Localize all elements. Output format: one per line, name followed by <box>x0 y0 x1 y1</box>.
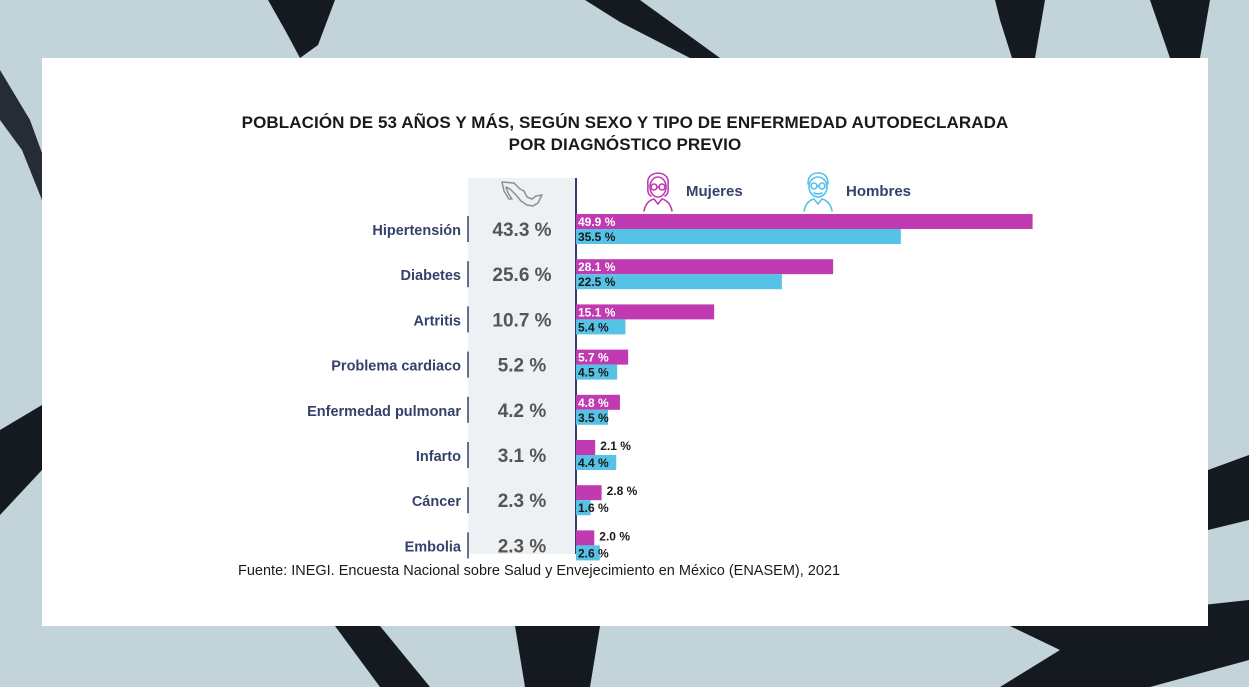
category-label: Hipertensión <box>372 223 461 239</box>
data-label-mujeres: 15.1 % <box>578 305 616 319</box>
man-icon <box>803 172 833 212</box>
data-label-hombres: 4.4 % <box>578 456 609 470</box>
bar-mujeres <box>576 485 602 501</box>
total-value-label: 25.6 % <box>492 265 551 286</box>
total-value-label: 3.1 % <box>498 446 547 467</box>
bar-mujeres <box>576 304 715 320</box>
category-label: Cáncer <box>412 494 462 510</box>
category-label: Embolia <box>405 539 462 555</box>
chart-title-line-2: POR DIAGNÓSTICO PREVIO <box>508 135 742 154</box>
category-label: Problema cardiaco <box>331 359 461 375</box>
chart-title: POBLACIÓN DE 53 AÑOS Y MÁS, SEGÚN SEXO Y… <box>42 112 1208 156</box>
total-value-label: 2.3 % <box>498 491 547 512</box>
bar-hombres <box>576 274 782 290</box>
data-label-mujeres: 2.0 % <box>599 529 630 543</box>
data-label-hombres: 5.4 % <box>578 320 609 334</box>
woman-icon <box>643 172 673 212</box>
total-value-label: 2.3 % <box>498 536 547 557</box>
legend-label-hombres: Hombres <box>846 182 912 200</box>
bar-mujeres <box>576 440 596 455</box>
bar-hombres <box>576 500 591 516</box>
bar-mujeres <box>576 259 834 275</box>
bar-hombres <box>576 409 609 425</box>
total-value-label: 5.2 % <box>498 356 547 377</box>
total-value-label: 43.3 % <box>492 220 551 241</box>
data-label-mujeres: 4.8 % <box>578 396 609 410</box>
data-label-mujeres: 49.9 % <box>578 215 616 229</box>
data-label-hombres: 35.5 % <box>578 230 616 244</box>
bar-hombres <box>576 545 600 561</box>
data-label-mujeres: 2.8 % <box>607 484 638 498</box>
chart-title-line-1: POBLACIÓN DE 53 AÑOS Y MÁS, SEGÚN SEXO Y… <box>241 113 1009 132</box>
total-column-background <box>468 178 575 554</box>
bar-chart: Hipertensión 43.3 % 49.9 %35.5 % Diabetes 25… <box>307 214 1033 561</box>
data-label-hombres: 22.5 % <box>578 275 616 289</box>
bar-hombres <box>576 229 901 244</box>
legend-hombres: Hombres <box>798 170 911 212</box>
bars-axis-line <box>575 178 577 554</box>
data-label-mujeres: 5.7 % <box>578 351 609 365</box>
data-label-hombres: 1.6 % <box>578 501 609 515</box>
category-label: Diabetes <box>401 268 461 284</box>
source-note: Fuente: INEGI. Encuesta Nacional sobre S… <box>238 563 841 579</box>
data-label-hombres: 4.5 % <box>578 366 609 380</box>
data-label-mujeres: 28.1 % <box>578 260 616 274</box>
chart-card: POBLACIÓN DE 53 AÑOS Y MÁS, SEGÚN SEXO Y… <box>42 58 1208 626</box>
bar-mujeres <box>576 214 1033 229</box>
legend-mujeres: Mujeres <box>638 170 743 212</box>
legend-label-mujeres: Mujeres <box>686 182 743 200</box>
bar-mujeres <box>576 530 595 546</box>
mexico-map-icon <box>501 181 543 207</box>
category-label: Artritis <box>413 313 461 329</box>
bar-hombres <box>576 455 617 470</box>
data-label-hombres: 3.5 % <box>578 411 609 425</box>
bar-mujeres <box>576 394 620 410</box>
bar-mujeres <box>576 349 629 365</box>
bar-hombres <box>576 364 618 380</box>
data-label-hombres: 2.6 % <box>578 546 609 560</box>
data-label-mujeres: 2.1 % <box>600 439 631 453</box>
bar-hombres <box>576 319 626 335</box>
total-value-label: 4.2 % <box>498 401 547 422</box>
category-label: Infarto <box>416 449 461 465</box>
category-label: Enfermedad pulmonar <box>307 404 461 420</box>
total-value-label: 10.7 % <box>492 310 551 331</box>
